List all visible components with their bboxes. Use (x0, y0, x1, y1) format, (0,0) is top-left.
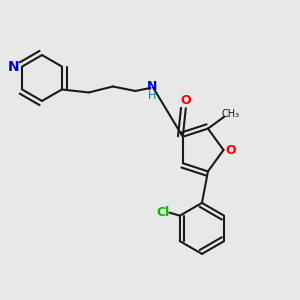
Text: CH₃: CH₃ (222, 109, 240, 118)
Text: O: O (226, 143, 236, 157)
Text: N: N (147, 80, 157, 93)
Text: H: H (148, 92, 156, 101)
Text: O: O (181, 94, 191, 107)
Text: Cl: Cl (157, 206, 170, 219)
Text: N: N (7, 59, 19, 74)
